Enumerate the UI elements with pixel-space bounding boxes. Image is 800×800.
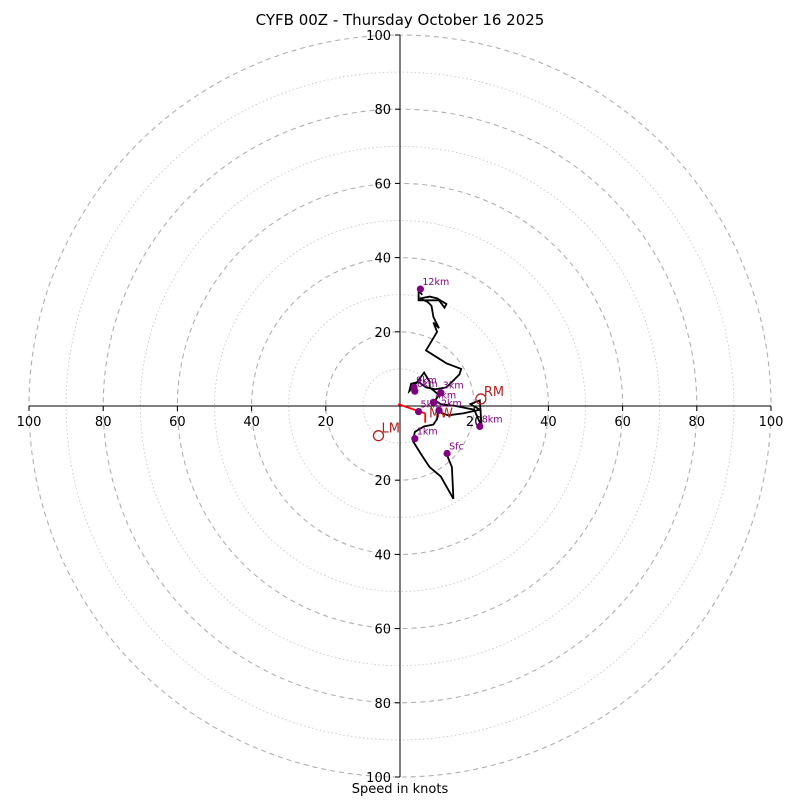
x-tick-label: 80 (95, 415, 112, 430)
y-tick-label: 40 (374, 548, 391, 563)
axes (29, 35, 771, 777)
height-marker-dot (414, 407, 423, 416)
y-tick-label: 40 (374, 252, 391, 267)
x-tick-label: 40 (243, 415, 260, 430)
height-marker-dot (429, 398, 437, 406)
height-marker-label: 5km (421, 400, 442, 411)
height-marker-label: 2km (441, 398, 462, 409)
y-tick-label: 100 (366, 29, 391, 44)
height-marker-dot (437, 389, 445, 397)
hodograph-trace (407, 288, 483, 500)
x-tick-label: 100 (17, 415, 42, 430)
height-marker-label: 8km (482, 414, 503, 425)
y-tick-label: 60 (374, 177, 391, 192)
height-marker-label: 6km (417, 379, 438, 390)
chart-title: CYFB 00Z - Thursday October 16 2025 (255, 11, 545, 29)
storm-motion-label: RM (484, 385, 504, 400)
height-marker-dot (411, 435, 419, 443)
height-marker-label: 12km (422, 277, 449, 288)
y-tick-label: 100 (366, 771, 391, 786)
y-tick-label: 80 (374, 697, 391, 712)
x-tick-label: 20 (318, 415, 335, 430)
x-tick-label: 80 (689, 415, 706, 430)
storm-motion-label: LM (381, 422, 399, 437)
storm-motion-marker (475, 393, 487, 405)
height-marker-dot (443, 449, 451, 458)
height-marker-dot (416, 285, 425, 293)
x-tick-label: 100 (759, 415, 784, 430)
storm-motion-markers: RM LM (372, 385, 504, 442)
height-marker-label: 1km (417, 427, 438, 438)
x-tick-label: 60 (169, 415, 186, 430)
height-marker-label: Sfc (449, 441, 464, 452)
height-marker-label: 9km (416, 375, 437, 386)
y-tick-label: 60 (374, 623, 391, 638)
x-axis-label: Speed in knots (351, 782, 449, 797)
y-tick-label: 20 (374, 474, 391, 489)
height-marker-dot (435, 406, 443, 415)
height-marker-label: 4km (435, 390, 456, 401)
height-marker-dot (410, 383, 418, 392)
height-marker-dot (476, 422, 484, 431)
y-tick-label: 80 (374, 103, 391, 118)
x-tick-label: 60 (614, 415, 631, 430)
mean-wind-label: MW (429, 406, 453, 421)
height-marker-label: 3km (443, 381, 464, 392)
x-tick-label: 40 (540, 415, 557, 430)
storm-motion-marker (372, 430, 385, 442)
hodograph-trace-layer (407, 288, 483, 500)
y-tick-label: 20 (374, 326, 391, 341)
